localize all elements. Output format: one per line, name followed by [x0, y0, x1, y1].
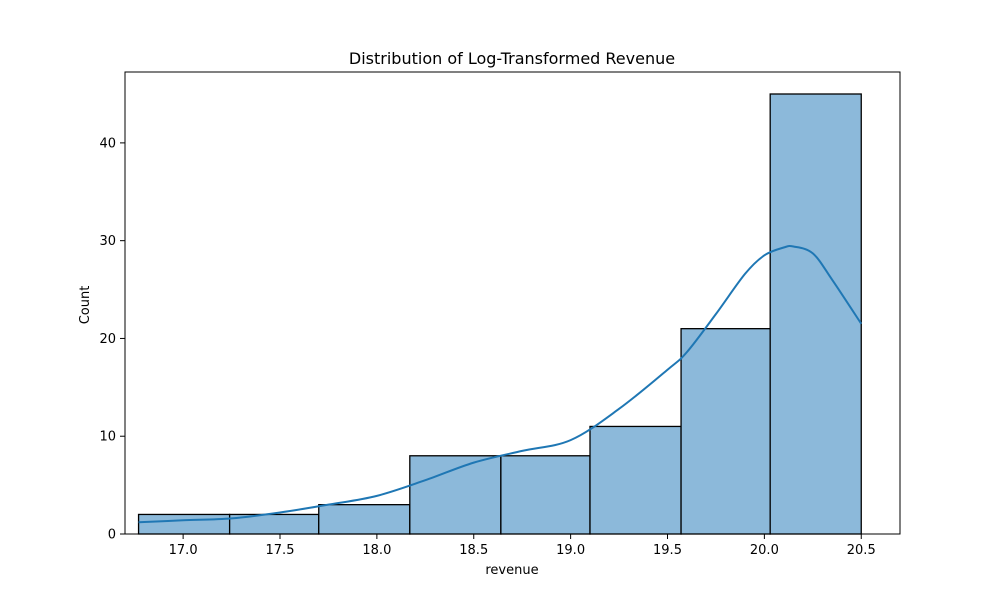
x-tick-label: 20.5 — [847, 543, 876, 558]
kde-line — [138, 245, 863, 524]
histogram-bar-6 — [589, 425, 682, 535]
x-axis-ticks: 17.0 17.5 18.0 18.5 19.0 19.5 20.0 20.5 — [169, 534, 876, 558]
y-tick-label: 0 — [108, 528, 116, 543]
x-tick-label: 19.0 — [556, 543, 585, 558]
x-tick-label: 18.0 — [362, 543, 391, 558]
histogram-bar-5 — [500, 455, 591, 535]
histogram-bar-8 — [769, 93, 862, 535]
x-tick-label: 19.5 — [653, 543, 682, 558]
histogram-bar-3 — [318, 504, 411, 535]
x-tick-label: 20.0 — [750, 543, 779, 558]
plot-frame — [124, 71, 901, 535]
y-tick-label: 30 — [99, 234, 116, 249]
histogram-bar-4 — [409, 455, 502, 535]
histogram-bars — [137, 93, 862, 535]
x-axis-title: revenue — [485, 563, 538, 578]
y-tick-label: 10 — [99, 430, 116, 445]
histogram-bar-1 — [137, 513, 231, 535]
x-tick-label: 18.5 — [459, 543, 488, 558]
kde-curve-layer — [138, 245, 863, 524]
x-tick-label: 17.5 — [266, 543, 295, 558]
y-tick-label: 40 — [99, 136, 116, 151]
histogram-bar-7 — [680, 328, 771, 535]
y-axis-ticks: 0 10 20 30 40 — [99, 136, 125, 543]
y-tick-label: 20 — [99, 332, 116, 347]
x-tick-label: 17.0 — [169, 543, 198, 558]
y-axis-title: Count — [78, 286, 93, 325]
chart-title: Distribution of Log-Transformed Revenue — [349, 49, 675, 68]
